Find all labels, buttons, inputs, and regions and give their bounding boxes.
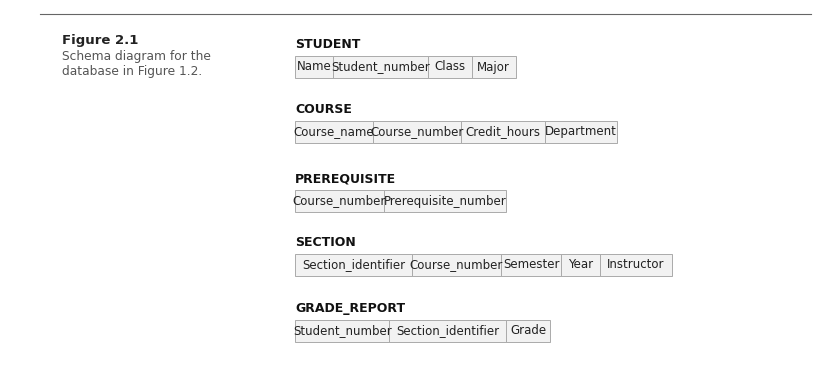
Bar xyxy=(384,190,506,212)
Text: Department: Department xyxy=(544,126,617,138)
Text: PREREQUISITE: PREREQUISITE xyxy=(295,172,396,185)
Text: Major: Major xyxy=(477,61,510,73)
Text: STUDENT: STUDENT xyxy=(295,38,361,51)
Text: Figure 2.1: Figure 2.1 xyxy=(62,34,139,47)
Text: Instructor: Instructor xyxy=(607,258,665,272)
Text: COURSE: COURSE xyxy=(295,103,352,116)
Text: Grade: Grade xyxy=(510,324,546,338)
Text: Prerequisite_number: Prerequisite_number xyxy=(384,195,506,207)
Text: Course_name: Course_name xyxy=(293,126,374,138)
Bar xyxy=(295,254,412,276)
Bar xyxy=(562,254,600,276)
Text: Section_identifier: Section_identifier xyxy=(302,258,405,272)
Bar xyxy=(600,254,671,276)
Text: Student_number: Student_number xyxy=(332,61,430,73)
Text: database in Figure 1.2.: database in Figure 1.2. xyxy=(62,65,202,78)
Bar xyxy=(428,56,472,78)
Bar xyxy=(506,320,550,342)
Text: Semester: Semester xyxy=(503,258,559,272)
Bar xyxy=(295,320,390,342)
Text: GRADE_REPORT: GRADE_REPORT xyxy=(295,302,406,315)
Bar xyxy=(544,121,617,143)
Bar xyxy=(461,121,544,143)
Text: Course_number: Course_number xyxy=(293,195,386,207)
Text: Year: Year xyxy=(568,258,593,272)
Text: Credit_hours: Credit_hours xyxy=(465,126,540,138)
Text: Class: Class xyxy=(435,61,465,73)
Bar xyxy=(412,254,500,276)
Bar xyxy=(295,56,333,78)
Text: Section_identifier: Section_identifier xyxy=(396,324,499,338)
Bar xyxy=(372,121,461,143)
Bar xyxy=(295,121,372,143)
Bar xyxy=(500,254,562,276)
Text: Name: Name xyxy=(297,61,332,73)
Text: Course_number: Course_number xyxy=(410,258,503,272)
Text: Course_number: Course_number xyxy=(371,126,464,138)
Bar xyxy=(472,56,516,78)
Text: Student_number: Student_number xyxy=(293,324,391,338)
Bar xyxy=(295,190,384,212)
Bar xyxy=(333,56,428,78)
Text: Schema diagram for the: Schema diagram for the xyxy=(62,50,211,63)
Text: SECTION: SECTION xyxy=(295,236,356,249)
Bar xyxy=(390,320,506,342)
